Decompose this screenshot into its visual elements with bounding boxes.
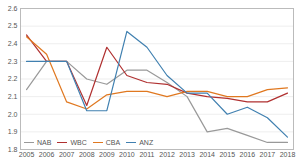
- html-text:CBA: CBA: [105, 139, 121, 146]
- svg-text:2018: 2018: [280, 151, 296, 158]
- svg-text:2.5: 2.5: [8, 22, 18, 29]
- svg-text:2008: 2008: [79, 151, 95, 158]
- html-text:ANZ: ANZ: [139, 139, 154, 146]
- svg-text:2.6: 2.6: [8, 5, 18, 12]
- svg-text:1.8: 1.8: [8, 146, 18, 153]
- svg-text:2007: 2007: [59, 151, 75, 158]
- svg-text:2005: 2005: [19, 151, 35, 158]
- svg-text:1.9: 1.9: [8, 128, 18, 135]
- html-text:NAB: NAB: [37, 139, 52, 146]
- svg-text:2017: 2017: [260, 151, 276, 158]
- svg-text:2.4: 2.4: [8, 40, 18, 47]
- svg-text:2011: 2011: [139, 151, 154, 158]
- svg-text:2010: 2010: [119, 151, 135, 158]
- html-text:WBC: WBC: [70, 139, 87, 146]
- svg-text:2012: 2012: [159, 151, 175, 158]
- svg-text:2006: 2006: [39, 151, 55, 158]
- svg-text:2.2: 2.2: [8, 75, 18, 82]
- svg-text:2015: 2015: [219, 151, 235, 158]
- svg-text:2.3: 2.3: [8, 58, 18, 65]
- svg-text:2009: 2009: [99, 151, 115, 158]
- svg-text:2014: 2014: [199, 151, 215, 158]
- svg-text:2.1: 2.1: [8, 93, 18, 100]
- svg-text:2016: 2016: [240, 151, 256, 158]
- svg-text:2.0: 2.0: [8, 110, 18, 117]
- svg-text:2013: 2013: [179, 151, 195, 158]
